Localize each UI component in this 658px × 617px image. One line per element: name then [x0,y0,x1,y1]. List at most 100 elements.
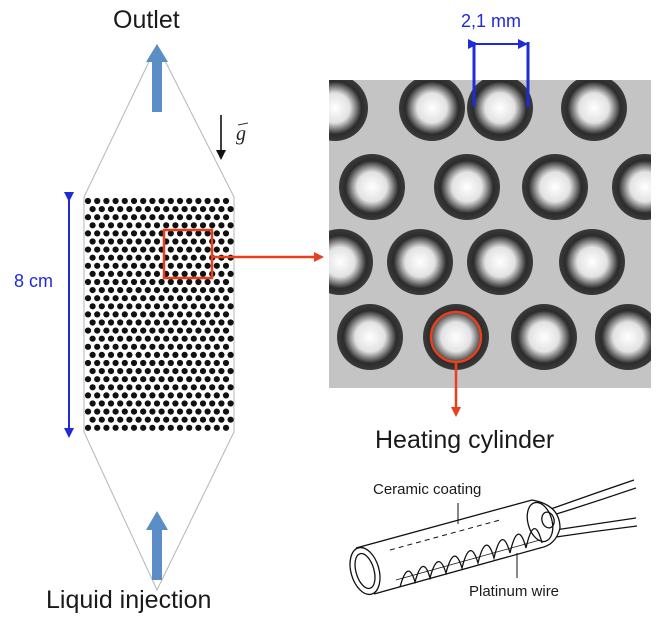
array-cylinder [121,424,128,431]
array-cylinder [94,327,101,334]
array-cylinder [94,230,101,237]
array-cylinder [84,311,92,318]
array-cylinder [181,368,188,375]
array-cylinder [149,376,156,383]
array-cylinder [107,384,115,391]
array-cylinder [209,206,216,213]
array-cylinder [84,424,92,431]
array-cylinder [167,295,174,302]
photo-cylinder [329,80,368,141]
array-cylinder [89,416,96,423]
array-cylinder [204,246,211,253]
array-cylinder [103,197,110,205]
array-cylinder [121,376,128,383]
array-cylinder [209,287,216,294]
array-cylinder [181,351,188,358]
array-cylinder [209,384,216,391]
array-cylinder [117,254,124,261]
array-cylinder [163,416,170,423]
array-cylinder [213,376,220,383]
array-cylinder [135,270,142,277]
array-cylinder [89,238,96,245]
array-cylinder [117,206,124,213]
array-cylinder [176,311,184,318]
array-cylinder [121,359,128,367]
array-cylinder [130,311,138,318]
array-cylinder [172,270,179,277]
array-cylinder [195,278,202,286]
array-cylinder [107,416,115,423]
array-cylinder [163,206,170,213]
array-cylinder [204,327,211,334]
array-cylinder [195,376,202,383]
array-cylinder [186,262,193,269]
array-cylinder [190,206,197,213]
array-cylinder [112,295,119,302]
array-cylinder [172,254,179,261]
array-cylinder [167,408,174,415]
array-cylinder [89,303,96,310]
array-cylinder [153,416,161,423]
array-cylinder [199,287,207,294]
array-cylinder [140,376,147,383]
array-cylinder [195,311,202,318]
array-cylinder [117,384,124,391]
array-cylinder [144,287,151,294]
array-cylinder [176,246,184,253]
inlet-flow-arrow-icon [146,511,168,580]
array-cylinder [98,238,105,245]
array-cylinder [181,400,188,407]
array-cylinder [167,311,174,318]
array-cylinder [130,214,138,221]
array-cylinder [218,238,225,245]
array-cylinder [222,246,230,253]
array-cylinder [222,311,230,318]
array-cylinder [172,416,179,423]
photo-cylinder [434,154,500,220]
array-cylinder [195,343,202,350]
array-cylinder [89,335,96,342]
array-cylinder [89,319,96,326]
array-cylinder [117,416,124,423]
array-cylinder [213,311,220,318]
array-cylinder [167,246,174,253]
array-cylinder [172,384,179,391]
array-cylinder [149,327,156,334]
array-cylinder [98,319,105,326]
outlet-label: Outlet [113,6,180,34]
array-cylinder [172,238,179,245]
array-cylinder [149,295,156,302]
array-cylinder [121,230,128,237]
array-cylinder [195,262,202,269]
array-cylinder [98,368,105,375]
array-cylinder [103,376,110,383]
array-cylinder [172,335,179,342]
array-cylinder [98,222,105,229]
array-cylinder [126,319,133,326]
array-cylinder [130,408,138,415]
array-cylinder [227,400,234,407]
array-cylinder [135,222,142,229]
photo-cylinder [559,229,625,295]
spacing-dimension [468,39,530,107]
array-cylinder [222,214,230,221]
array-cylinder [135,368,142,375]
array-cylinder [153,254,161,261]
array-cylinder [186,246,193,253]
array-cylinder [130,376,138,383]
array-cylinder [94,376,101,383]
array-cylinder [121,246,128,253]
array-cylinder [130,230,138,237]
array-cylinder [126,416,133,423]
array-cylinder [117,351,124,358]
array-cylinder [121,262,128,269]
array-cylinder [190,222,197,229]
array-cylinder [94,359,101,367]
array-cylinder [186,359,193,367]
array-cylinder [204,392,211,399]
array-cylinder [126,368,133,375]
array-cylinder [84,197,92,205]
gravity-label: g [236,123,246,145]
array-cylinder [176,230,184,237]
array-cylinder [176,392,184,399]
